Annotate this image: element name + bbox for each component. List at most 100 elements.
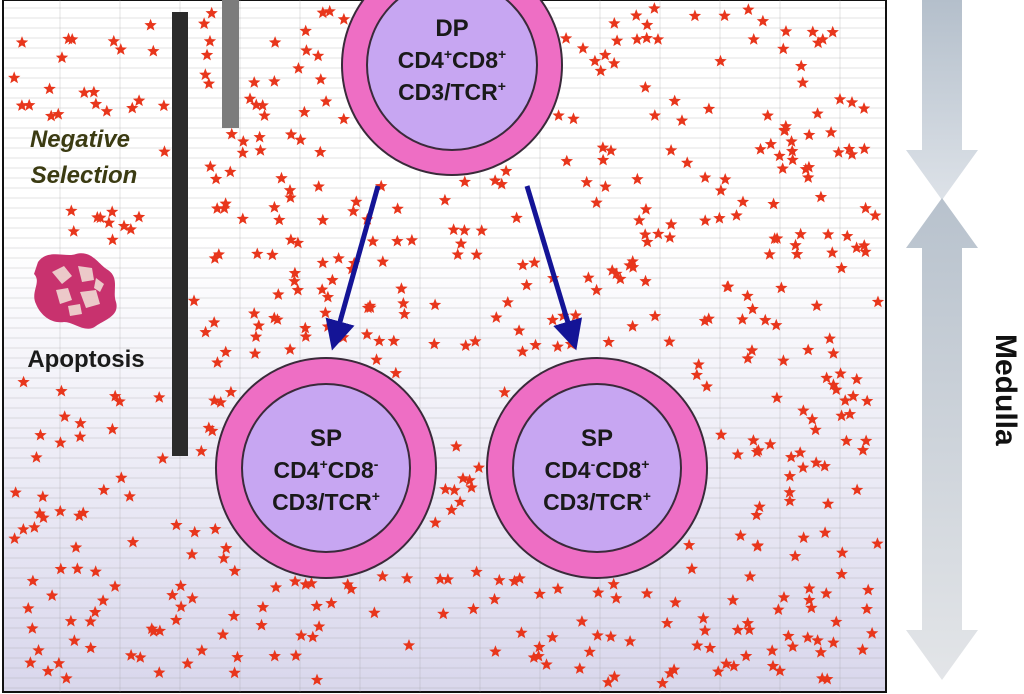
star-icon: [218, 201, 231, 214]
star-icon: [741, 352, 754, 364]
star-icon: [835, 261, 848, 274]
star-icon: [850, 483, 864, 496]
star-icon: [850, 372, 863, 385]
star-icon: [8, 532, 21, 544]
sp-cd4-cell-line1: SP: [310, 425, 342, 452]
star-icon: [516, 345, 529, 357]
star-icon: [690, 368, 703, 381]
star-icon: [195, 444, 208, 457]
star-icon: [713, 211, 726, 224]
star-icon: [756, 14, 770, 27]
star-icon: [170, 518, 183, 531]
star-icon: [811, 634, 824, 646]
star-icon: [560, 154, 573, 167]
star-icon: [454, 237, 468, 249]
star-icon: [663, 231, 677, 243]
star-icon: [626, 260, 640, 273]
star-icon: [582, 271, 595, 284]
star-icon: [465, 481, 478, 493]
star-icon: [745, 344, 759, 356]
star-icon: [750, 445, 764, 458]
star-icon: [350, 195, 363, 208]
star-icon: [604, 144, 618, 156]
star-icon: [181, 657, 194, 669]
star-icon: [255, 618, 268, 631]
star-icon: [398, 307, 411, 320]
star-icon: [608, 17, 621, 29]
star-icon: [66, 33, 79, 45]
star-icon: [697, 611, 710, 624]
star-icon: [835, 567, 848, 580]
star-icon: [508, 574, 521, 587]
star-icon: [785, 450, 798, 463]
star-icon: [438, 193, 452, 206]
star-icon: [283, 343, 297, 355]
star-icon: [720, 657, 733, 670]
star-icon: [472, 461, 485, 473]
star-icon: [661, 616, 674, 629]
star-icon: [814, 190, 828, 203]
star-icon: [249, 330, 263, 342]
star-icon: [314, 145, 327, 158]
star-icon: [630, 9, 643, 21]
star-icon: [761, 109, 774, 121]
star-icon: [569, 309, 582, 321]
star-icon: [387, 334, 400, 347]
star-icon: [188, 525, 201, 538]
star-icon: [316, 283, 329, 295]
star-icon: [106, 233, 119, 246]
star-icon: [839, 394, 852, 406]
star-icon: [648, 2, 661, 14]
star-icon: [208, 252, 222, 264]
star-icon: [156, 452, 169, 464]
star-icon: [604, 630, 617, 642]
sp-cd8-cell: SP CD4-CD8+ CD3/TCR+: [486, 357, 708, 579]
star-icon: [777, 591, 791, 603]
star-icon: [669, 596, 682, 608]
star-icon: [528, 256, 541, 268]
star-icon: [456, 472, 470, 484]
star-icon: [231, 650, 244, 663]
star-icon: [202, 421, 215, 434]
star-icon: [630, 33, 644, 45]
star-icon: [797, 531, 810, 544]
star-icon: [174, 600, 188, 613]
star-icon: [789, 238, 802, 251]
star-icon: [17, 523, 30, 535]
star-icon: [786, 144, 799, 157]
star-icon: [714, 54, 727, 67]
star-icon: [198, 17, 211, 30]
star-icon: [299, 578, 312, 590]
star-icon: [366, 235, 379, 247]
star-icon: [268, 36, 282, 48]
star-icon: [675, 114, 689, 126]
dp-cell: DP CD4+CD8+ CD3/TCR+: [341, 0, 563, 176]
star-icon: [843, 407, 857, 420]
star-icon: [858, 239, 871, 251]
star-icon: [583, 645, 596, 658]
star-icon: [220, 541, 233, 554]
star-icon: [639, 81, 652, 93]
star-icon: [698, 314, 711, 327]
star-icon: [102, 216, 116, 229]
star-icon: [796, 461, 810, 473]
star-icon: [602, 675, 615, 688]
star-icon: [153, 624, 167, 637]
star-icon: [731, 623, 744, 636]
star-icon: [641, 235, 654, 248]
star-icon: [37, 511, 50, 523]
star-icon: [254, 144, 267, 156]
star-icon: [15, 99, 29, 111]
star-icon: [546, 630, 559, 643]
star-icon: [153, 666, 166, 678]
star-icon: [567, 112, 580, 125]
star-icon: [310, 599, 323, 612]
negative-selection-bar: [172, 12, 188, 456]
star-icon: [590, 196, 603, 209]
medulla-label: Medulla: [989, 334, 1022, 446]
star-icon: [639, 228, 652, 240]
star-icon: [668, 94, 681, 107]
sp-cd8-cell-line2: CD4-CD8+: [545, 456, 650, 483]
star-icon: [252, 319, 265, 331]
sp-cd4-cell-line3: CD3/TCR+: [272, 488, 380, 515]
